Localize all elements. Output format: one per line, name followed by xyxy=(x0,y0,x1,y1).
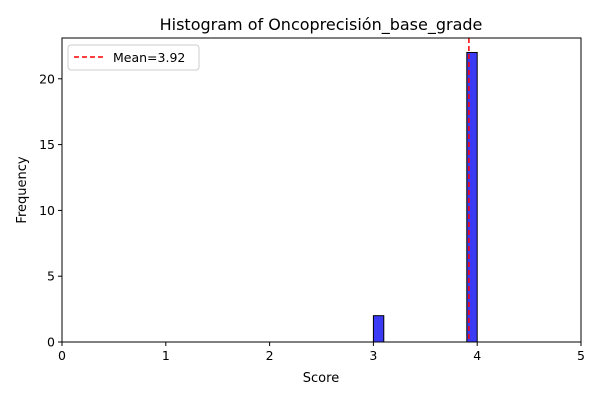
y-tick-label: 10 xyxy=(39,203,55,218)
y-tick-label: 5 xyxy=(47,269,55,284)
legend-box xyxy=(67,44,200,71)
x-axis-label: Score xyxy=(303,371,339,386)
y-axis-label: Frequency xyxy=(15,156,30,223)
x-ticks: 0 1 2 3 4 5 xyxy=(58,342,585,363)
legend-mean-label: Mean=3.92 xyxy=(113,50,185,65)
y-tick-label: 15 xyxy=(39,137,55,152)
y-tick-label: 0 xyxy=(47,335,55,350)
x-tick-label: 4 xyxy=(473,348,481,363)
legend: Mean=3.92 xyxy=(67,44,200,71)
bars-group xyxy=(372,51,478,343)
x-tick-label: 5 xyxy=(577,348,585,363)
x-tick-label: 2 xyxy=(266,348,274,363)
x-tick-label: 1 xyxy=(162,348,170,363)
x-tick-label: 0 xyxy=(58,348,66,363)
chart-title: Histogram of Oncoprecisión_base_grade xyxy=(160,15,483,35)
x-tick-label: 3 xyxy=(369,348,377,363)
histogram-bar xyxy=(372,315,385,343)
plot-frame xyxy=(61,37,582,343)
y-tick-label: 20 xyxy=(39,71,55,86)
y-ticks: 0 5 10 15 20 xyxy=(39,71,62,350)
